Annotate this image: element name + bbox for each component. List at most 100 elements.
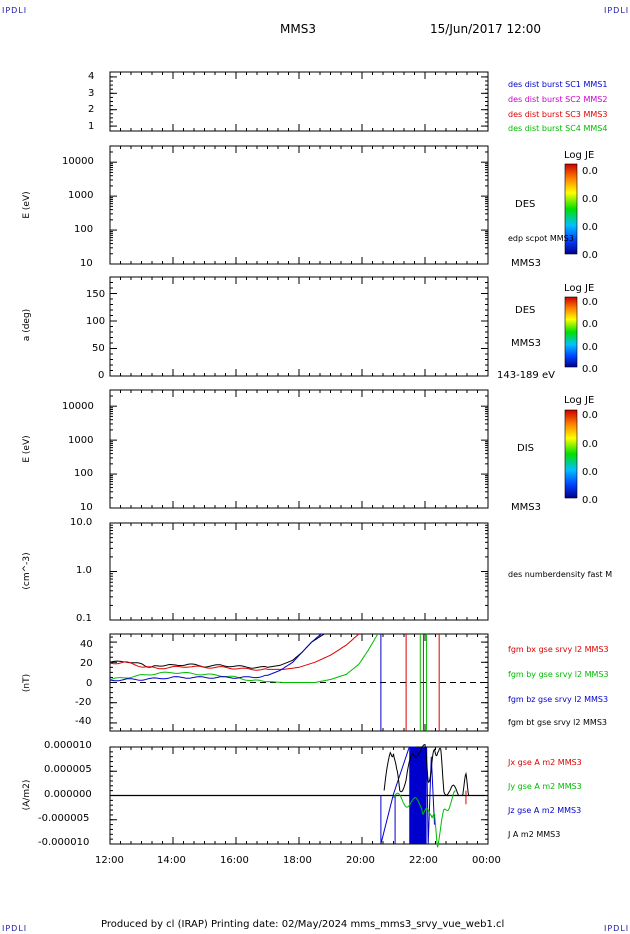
p7-jz-dense-band bbox=[409, 747, 427, 844]
p4-ytick-100: 100 bbox=[74, 468, 94, 479]
p5-ytick-1: 1.0 bbox=[76, 565, 92, 576]
p3-ytick-100: 100 bbox=[86, 316, 106, 327]
cb4-value-2: 0.0 bbox=[582, 439, 598, 450]
colorbar-2 bbox=[564, 163, 578, 255]
p6-series-bx bbox=[110, 634, 360, 671]
p2-ytick-10000: 10000 bbox=[62, 156, 94, 167]
p7-ytick-pos5: 0.000005 bbox=[44, 764, 92, 775]
p3-ytick-0: 0 bbox=[98, 370, 105, 381]
colorbar-4 bbox=[564, 409, 578, 499]
p4-frame bbox=[109, 389, 489, 509]
p7-ytick-pos10: 0.000010 bbox=[44, 740, 92, 751]
cb2-value-2: 0.0 bbox=[582, 194, 598, 205]
p2-spacecraft: MMS3 bbox=[511, 258, 541, 269]
p2-ytick-1000: 1000 bbox=[68, 190, 94, 201]
p7-ylabel: (A/m2) bbox=[22, 779, 32, 811]
p1-legend-sc1: des dist burst SC1 MMS1 bbox=[508, 80, 608, 89]
p6-series-bz bbox=[110, 634, 322, 682]
p6-ytick-minus20: -20 bbox=[75, 697, 92, 708]
p6-ytick-20: 20 bbox=[80, 658, 93, 669]
date-time: 15/Jun/2017 12:00 bbox=[430, 22, 542, 36]
p7-series-jy bbox=[393, 790, 456, 848]
cb3-value-4: 0.0 bbox=[582, 364, 598, 375]
p7-ytick-0: 0.000000 bbox=[44, 789, 92, 800]
p6-ytick-minus40: -40 bbox=[75, 716, 92, 727]
p5-frame bbox=[109, 522, 489, 621]
p4-ylabel: E (eV) bbox=[22, 435, 32, 463]
p1-ytick-2: 2 bbox=[88, 104, 95, 115]
p4-species: DIS bbox=[517, 443, 534, 454]
p2-ytick-100: 100 bbox=[74, 224, 94, 235]
corner-label-top-right: IPDLI bbox=[604, 6, 630, 15]
xtick-1600: 16:00 bbox=[220, 855, 249, 866]
colorbar-3 bbox=[564, 296, 578, 368]
cb2-title: Log JE bbox=[564, 150, 595, 161]
p5-ylabel: (cm^-3) bbox=[22, 552, 32, 590]
cb4-value-1: 0.0 bbox=[582, 410, 598, 421]
p1-ytick-4: 4 bbox=[88, 71, 95, 82]
xtick-1800: 18:00 bbox=[283, 855, 312, 866]
p5-ytick-0-1: 0.1 bbox=[76, 613, 92, 624]
p1-ytick-3: 3 bbox=[88, 88, 95, 99]
cb3-title: Log JE bbox=[564, 283, 595, 294]
corner-label-bottom-right: IPDLI bbox=[604, 924, 630, 933]
cb2-value-1: 0.0 bbox=[582, 166, 598, 177]
p4-spacecraft: MMS3 bbox=[511, 502, 541, 513]
xtick-2200: 22:00 bbox=[409, 855, 438, 866]
p1-legend-sc2: des dist burst SC2 MMS2 bbox=[508, 95, 608, 104]
p1-legend-sc4: des dist burst SC4 MMS4 bbox=[508, 124, 608, 133]
xtick-1200: 12:00 bbox=[95, 855, 124, 866]
p3-frame bbox=[109, 276, 489, 377]
cb4-value-4: 0.0 bbox=[582, 495, 598, 506]
cb4-value-3: 0.0 bbox=[582, 467, 598, 478]
p4-ytick-10: 10 bbox=[80, 502, 93, 513]
corner-label-top-left: IPDLI bbox=[2, 6, 28, 15]
p6-ytick-40: 40 bbox=[80, 639, 93, 650]
p4-ytick-1000: 1000 bbox=[68, 435, 94, 446]
p7-series-j bbox=[383, 744, 470, 796]
corner-label-bottom-left: IPDLI bbox=[2, 924, 28, 933]
p3-species: DES bbox=[515, 305, 536, 316]
xtick-0000: 00:00 bbox=[472, 855, 501, 866]
p1-frame bbox=[109, 71, 489, 132]
p6-legend-by: fgm by gse srvy l2 MMS3 bbox=[508, 670, 609, 679]
p2-frame bbox=[109, 145, 489, 265]
p7-legend-jx: Jx gse A m2 MMS3 bbox=[508, 758, 582, 767]
p6-ylabel: (nT) bbox=[22, 673, 32, 693]
p5-ytick-10: 10.0 bbox=[70, 517, 93, 528]
p3-ytick-150: 150 bbox=[86, 289, 106, 300]
p7-legend-jz: Jz gse A m2 MMS3 bbox=[508, 806, 582, 815]
p4-ytick-10000: 10000 bbox=[62, 401, 94, 412]
p7-legend-j: J A m2 MMS3 bbox=[508, 830, 561, 839]
p6-legend-bt: fgm bt gse srvy l2 MMS3 bbox=[508, 718, 607, 727]
spacecraft-title: MMS3 bbox=[280, 22, 316, 36]
p2-ylabel: E (eV) bbox=[22, 191, 32, 219]
cb3-value-1: 0.0 bbox=[582, 297, 598, 308]
p6-legend-bx: fgm bx gse srvy l2 MMS3 bbox=[508, 645, 609, 654]
cb3-value-2: 0.0 bbox=[582, 319, 598, 330]
p6-legend-bz: fgm bz gse srvy l2 MMS3 bbox=[508, 695, 609, 704]
cb2-value-4: 0.0 bbox=[582, 250, 598, 261]
p2-species: DES bbox=[515, 199, 536, 210]
p3-spacecraft: MMS3 bbox=[511, 338, 541, 349]
xtick-2000: 20:00 bbox=[346, 855, 375, 866]
cb4-title: Log JE bbox=[564, 395, 595, 406]
p1-ytick-1: 1 bbox=[88, 121, 95, 132]
p6-series-by bbox=[110, 634, 379, 683]
p2-overlay-label: edp scpot MMS3 bbox=[508, 234, 574, 243]
p3-ylabel: a (deg) bbox=[22, 308, 32, 342]
cb2-value-3: 0.0 bbox=[582, 222, 598, 233]
xtick-1400: 14:00 bbox=[157, 855, 186, 866]
p7-ytick-neg10: -0.000010 bbox=[38, 837, 90, 848]
p7-legend-jy: Jy gse A m2 MMS3 bbox=[508, 782, 582, 791]
p1-legend-sc3: des dist burst SC3 MMS3 bbox=[508, 110, 608, 119]
p2-ytick-10: 10 bbox=[80, 258, 93, 269]
footer-credits: Produced by cl (IRAP) Printing date: 02/… bbox=[101, 919, 505, 930]
p3-energy-range: 143-189 eV bbox=[497, 370, 555, 381]
p3-ytick-50: 50 bbox=[92, 343, 105, 354]
cb3-value-3: 0.0 bbox=[582, 342, 598, 353]
p7-ytick-neg5: -0.000005 bbox=[38, 813, 90, 824]
p5-legend: des numberdensity fast M bbox=[508, 570, 613, 579]
p6-ytick-0: 0 bbox=[86, 678, 93, 689]
